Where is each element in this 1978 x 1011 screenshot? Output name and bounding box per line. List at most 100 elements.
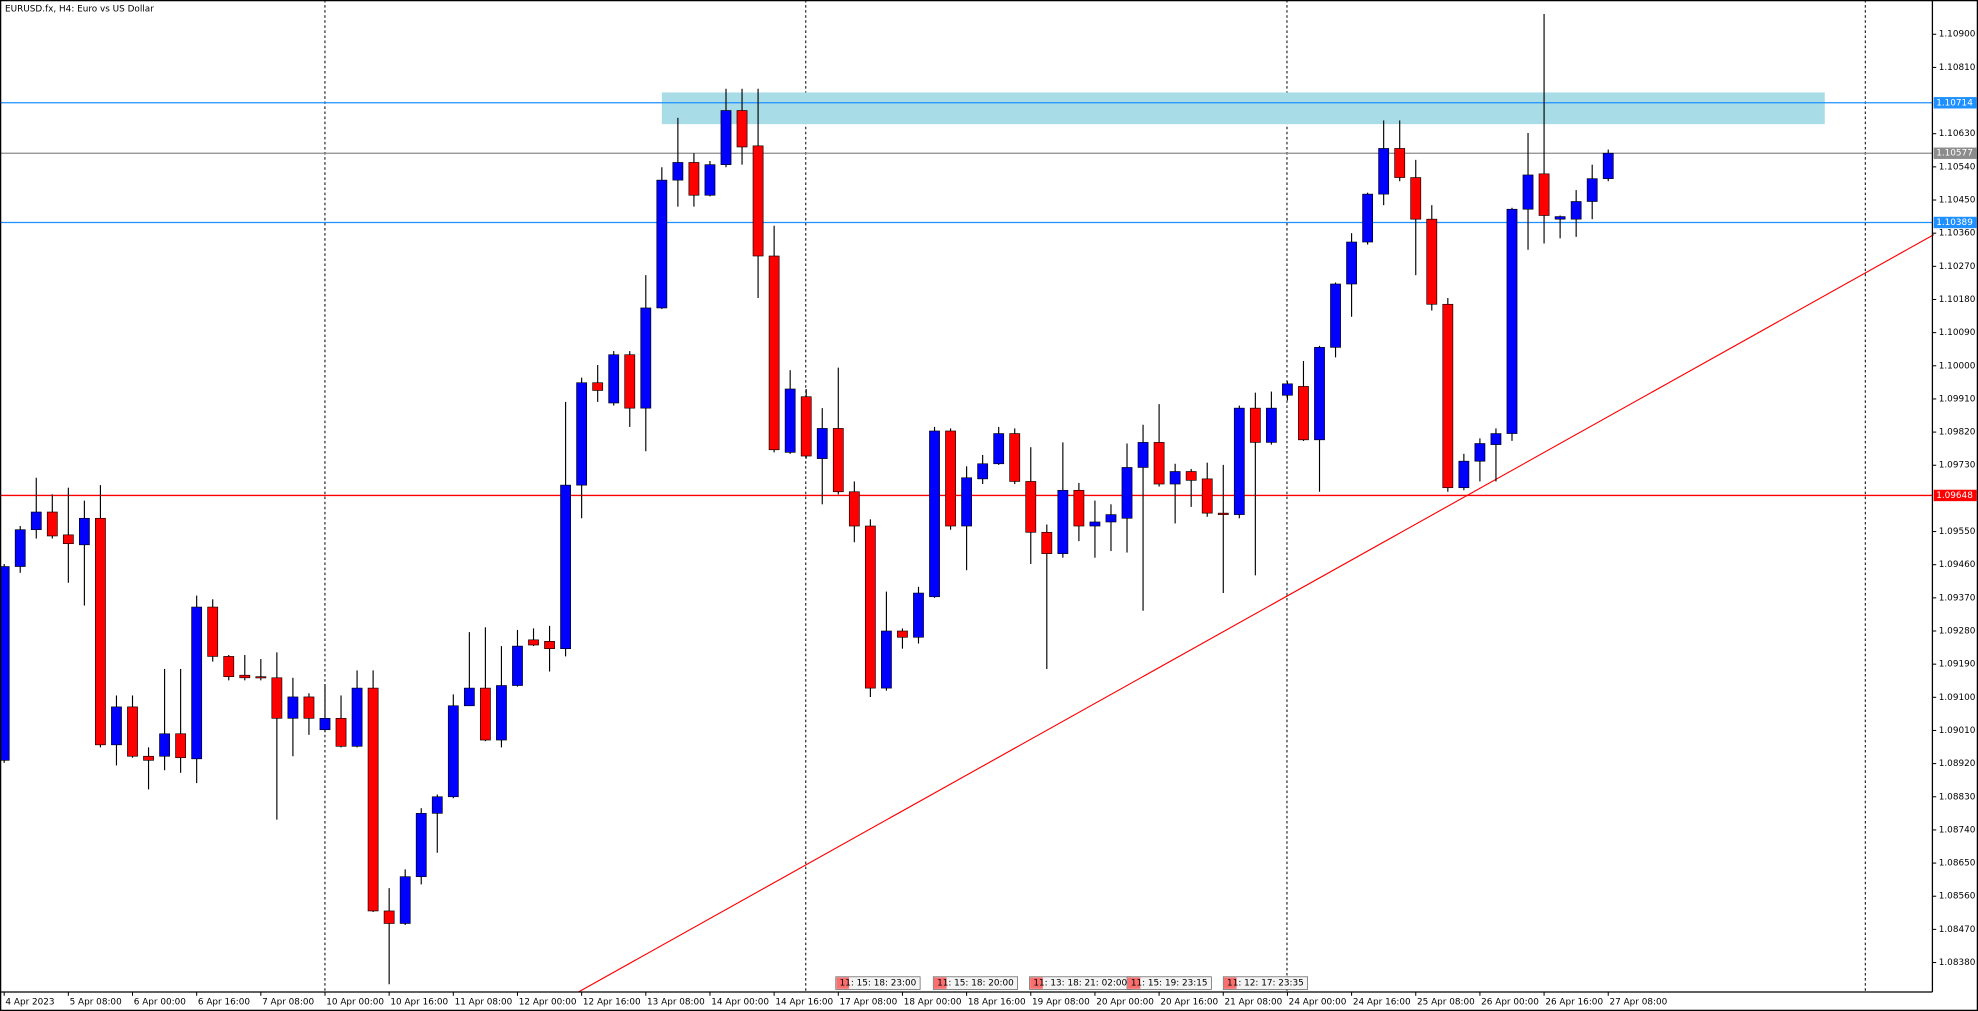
candle-body — [897, 630, 908, 638]
candle-body — [1490, 433, 1502, 445]
candle-body — [736, 110, 748, 148]
candle-body — [1282, 383, 1293, 396]
time-marker: 11: 15: 18: 23:00 — [835, 976, 921, 990]
y-tick-label: 1.09100 — [1939, 693, 1976, 703]
candle-body — [1442, 303, 1454, 489]
candle-body — [1586, 178, 1598, 202]
price-level-tag — [1933, 97, 1977, 109]
x-tick-label: 21 Apr 08:00 — [1225, 998, 1283, 1008]
candle-body — [640, 307, 652, 409]
candle-body — [832, 428, 844, 493]
y-tick-label: 1.10270 — [1939, 262, 1976, 272]
candle-body — [1201, 478, 1213, 514]
candle-body — [800, 396, 812, 457]
candle-body — [528, 639, 539, 646]
x-tick-label: 14 Apr 00:00 — [711, 998, 769, 1008]
candle-body — [1602, 152, 1614, 179]
candle-body — [14, 529, 26, 567]
candle-body — [1105, 514, 1117, 523]
candle-body — [95, 517, 106, 746]
y-tick-label: 1.08920 — [1939, 759, 1976, 769]
candle-body — [1330, 283, 1341, 348]
x-tick-label: 18 Apr 16:00 — [968, 998, 1026, 1008]
candle-body — [463, 687, 475, 707]
x-tick-label: 18 Apr 00:00 — [904, 998, 962, 1008]
candle-body — [1410, 177, 1422, 220]
y-tick-label: 1.10900 — [1939, 30, 1976, 40]
price-level-tag — [1933, 147, 1977, 159]
price-level-label: 1.10714 — [1936, 98, 1973, 108]
y-tick-label: 1.09190 — [1939, 660, 1976, 670]
candle-body — [62, 534, 74, 545]
candle-body — [239, 674, 251, 679]
candle-body — [303, 696, 315, 719]
candle-body — [1554, 216, 1566, 220]
candle-body — [784, 388, 796, 453]
candle-body — [1522, 174, 1534, 210]
candle-body — [1153, 442, 1165, 485]
candle-body — [592, 382, 604, 391]
candle-body — [496, 685, 507, 741]
time-marker-box — [1126, 976, 1212, 990]
x-tick-label: 26 Apr 16:00 — [1545, 998, 1603, 1008]
candle-body — [913, 592, 924, 638]
candle-body — [1394, 148, 1406, 178]
candle-body — [512, 645, 523, 686]
candle-body — [945, 430, 956, 527]
candle-body — [30, 511, 42, 531]
candle-body — [864, 525, 876, 689]
y-tick-label: 1.09010 — [1939, 726, 1976, 736]
y-tick-label: 1.09460 — [1939, 560, 1976, 570]
time-marker: 11: 15: 19: 23:15 — [1126, 976, 1212, 990]
candle-body — [752, 145, 764, 257]
trendline — [578, 234, 1935, 993]
time-marker-box — [835, 976, 921, 990]
time-marker-flag — [1127, 977, 1141, 989]
time-marker-box — [1222, 976, 1308, 990]
candle-body — [816, 428, 828, 459]
candle-body — [223, 656, 235, 677]
y-tick-label: 1.09550 — [1939, 527, 1976, 537]
time-marker-flag — [933, 977, 947, 989]
time-marker-label: 11: 15: 19: 23:15 — [1131, 979, 1208, 989]
time-marker-label: 11: 15: 18: 20:00 — [937, 979, 1014, 989]
time-marker: 11: 13: 18: 21: 02:00 — [1029, 976, 1132, 990]
x-tick-label: 24 Apr 00:00 — [1289, 998, 1347, 1008]
candle-body — [1121, 467, 1133, 519]
chart-title: EURUSD.fx, H4: Euro vs US Dollar — [5, 4, 154, 14]
candle-body — [0, 566, 10, 761]
candle-body — [447, 705, 459, 798]
candle-body — [1474, 443, 1486, 462]
y-tick-label: 1.08380 — [1939, 958, 1976, 968]
y-tick-label: 1.09370 — [1939, 593, 1976, 603]
candle-body — [127, 706, 138, 757]
candle-body — [1073, 489, 1085, 527]
candle-body — [961, 477, 972, 527]
x-tick-label: 20 Apr 16:00 — [1160, 998, 1218, 1008]
candle-body — [383, 910, 395, 924]
time-marker-flag — [836, 977, 850, 989]
candle-body — [1458, 460, 1470, 489]
x-tick-label: 27 Apr 08:00 — [1609, 998, 1667, 1008]
candle-body — [1314, 347, 1325, 441]
x-tick-label: 12 Apr 00:00 — [519, 998, 577, 1008]
y-tick-label: 1.10540 — [1939, 162, 1976, 172]
candle-body — [1298, 386, 1309, 441]
x-tick-label: 12 Apr 16:00 — [583, 998, 641, 1008]
y-tick-label: 1.08830 — [1939, 792, 1976, 802]
candle-body — [415, 813, 427, 878]
candle-body — [480, 687, 491, 741]
candle-body — [1137, 442, 1149, 468]
candle-body — [1185, 471, 1197, 481]
y-tick-label: 1.10000 — [1939, 361, 1976, 371]
y-tick-label: 1.09280 — [1939, 627, 1976, 637]
time-marker-box — [932, 976, 1019, 990]
price-level-tag — [1933, 489, 1977, 502]
x-tick-label: 4 Apr 2023 — [5, 998, 54, 1008]
time-marker-label: 11: 12: 17: 23:35 — [1227, 979, 1304, 989]
x-tick-label: 17 Apr 08:00 — [840, 998, 898, 1008]
candle-body — [1217, 512, 1229, 515]
